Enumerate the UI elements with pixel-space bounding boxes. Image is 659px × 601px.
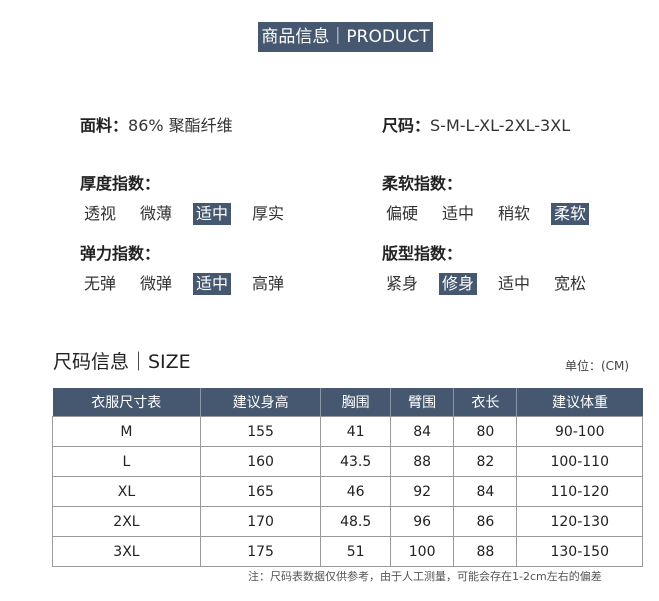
table-cell: 84 xyxy=(390,416,455,447)
index-label: 版型指数： xyxy=(382,244,463,263)
table-cell: 96 xyxy=(390,506,455,537)
table-cell: 46 xyxy=(320,476,392,507)
column-header: 臂围 xyxy=(390,388,455,417)
table-cell: 3XL xyxy=(52,536,201,567)
table-cell: M xyxy=(52,416,201,447)
table-cell: 92 xyxy=(390,476,455,507)
index-option: 紧身 xyxy=(386,274,419,293)
column-header: 衣服尺寸表 xyxy=(52,388,201,417)
table-cell: 130-150 xyxy=(516,536,643,567)
table-cell: 48.5 xyxy=(320,506,392,537)
table-cell: 160 xyxy=(199,446,322,477)
size-label: 尺码： xyxy=(382,116,431,135)
index-label: 弹力指数： xyxy=(80,244,161,263)
table-cell: 51 xyxy=(320,536,392,567)
size-table: 衣服尺寸表 建议身高 胸围 臂围 衣长 建议体重 M 155 41 84 80 90-100 L 160… xyxy=(52,388,643,567)
index-option: 厚实 xyxy=(252,204,285,223)
table-cell: L xyxy=(52,446,201,477)
index-option: 微弹 xyxy=(140,274,173,293)
table-cell: 88 xyxy=(453,536,518,567)
column-header: 建议身高 xyxy=(200,388,322,417)
table-cell: 86 xyxy=(453,506,518,537)
size-info: 尺码：S-M-L-XL-2XL-3XL xyxy=(382,112,570,136)
column-header: 建议体重 xyxy=(516,388,643,417)
table-cell: 120-130 xyxy=(516,506,643,537)
table-cell: 2XL xyxy=(52,506,201,537)
table-cell: XL xyxy=(52,476,201,507)
index-option: 无弹 xyxy=(84,274,117,293)
table-row: L 160 43.5 88 82 100-110 xyxy=(52,446,643,477)
table-row: 2XL 170 48.5 96 86 120-130 xyxy=(52,506,643,537)
column-header: 衣长 xyxy=(453,388,518,417)
size-value: S-M-L-XL-2XL-3XL xyxy=(430,116,571,135)
index-option: 高弹 xyxy=(252,274,285,293)
column-header: 胸围 xyxy=(320,388,392,417)
size-section-title: 尺码信息｜SIZE xyxy=(53,351,191,373)
unit-label: 单位：(CM) xyxy=(565,359,630,373)
table-cell: 90-100 xyxy=(516,416,643,447)
table-row: M 155 41 84 80 90-100 xyxy=(52,416,643,447)
table-cell: 100-110 xyxy=(516,446,643,477)
table-cell: 110-120 xyxy=(516,476,643,507)
table-cell: 100 xyxy=(390,536,455,567)
fabric-value: 86% 聚酯纤维 xyxy=(128,116,233,135)
table-cell: 88 xyxy=(390,446,455,477)
index-option: 适中 xyxy=(498,274,531,293)
table-row: 3XL 175 51 100 88 130-150 xyxy=(52,536,643,567)
index-option: 稍软 xyxy=(498,204,531,223)
size-note: 注：尺码表数据仅供参考，由于人工测量，可能会存在1-2cm左右的偏差 xyxy=(248,570,602,583)
fabric-info: 面料：86% 聚酯纤维 xyxy=(80,112,233,136)
index-option-selected: 适中 xyxy=(193,273,232,295)
index-option-selected: 修身 xyxy=(439,273,478,295)
table-cell: 41 xyxy=(320,416,392,447)
index-option: 适中 xyxy=(442,204,475,223)
index-label: 厚度指数： xyxy=(80,174,161,193)
table-cell: 43.5 xyxy=(320,446,392,477)
table-cell: 175 xyxy=(199,536,322,567)
table-cell: 80 xyxy=(453,416,518,447)
table-cell: 155 xyxy=(199,416,322,447)
index-option: 偏硬 xyxy=(386,204,419,223)
fabric-label: 面料： xyxy=(80,116,129,135)
index-option: 透视 xyxy=(84,204,117,223)
product-banner: 商品信息｜PRODUCT xyxy=(258,22,433,52)
index-label: 柔软指数： xyxy=(382,174,463,193)
table-cell: 170 xyxy=(199,506,322,537)
table-cell: 165 xyxy=(199,476,322,507)
table-cell: 84 xyxy=(453,476,518,507)
table-row: XL 165 46 92 84 110-120 xyxy=(52,476,643,507)
index-option-selected: 适中 xyxy=(193,203,232,225)
table-cell: 82 xyxy=(453,446,518,477)
index-option-selected: 柔软 xyxy=(551,203,590,225)
table-header: 衣服尺寸表 建议身高 胸围 臂围 衣长 建议体重 xyxy=(52,388,643,417)
index-option: 宽松 xyxy=(554,274,587,293)
index-option: 微薄 xyxy=(140,204,173,223)
